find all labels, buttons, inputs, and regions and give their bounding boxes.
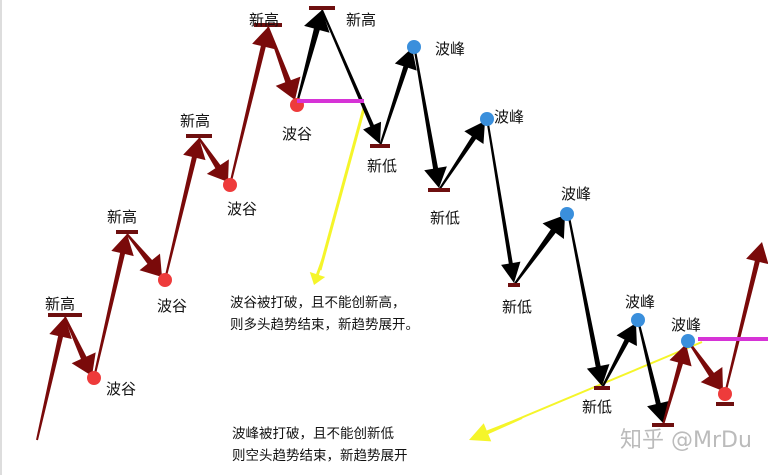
level-bar xyxy=(370,144,390,148)
label-new-high: 新高 xyxy=(249,11,279,29)
label-trough: 波谷 xyxy=(282,125,312,143)
level-bar xyxy=(594,386,610,390)
downtrend-arrow xyxy=(438,121,485,191)
label-new-high: 新高 xyxy=(180,112,210,130)
pointer-arrow xyxy=(309,254,326,285)
level-bar xyxy=(716,402,734,406)
uptrend-arrow xyxy=(64,316,96,376)
level-bar xyxy=(116,230,138,234)
uptrend-arrow xyxy=(126,233,162,277)
watermark: 知乎 @MrDu xyxy=(620,428,752,453)
downtrend-arrow xyxy=(413,44,447,188)
downtrend-arrow xyxy=(296,10,330,104)
uptrend-arrow xyxy=(229,27,275,186)
pointer-line xyxy=(318,107,366,271)
downtrend-arrow xyxy=(637,319,670,423)
note-uptrend-end-line2: 则多头趋势结束，新趋势展开。 xyxy=(230,316,419,333)
label-new-low: 新低 xyxy=(502,298,532,316)
peak-dot xyxy=(480,112,494,126)
uptrend-arrow xyxy=(93,234,134,379)
label-peak: 波峰 xyxy=(561,185,591,203)
uptrend-arrow xyxy=(662,344,692,426)
label-new-low: 新低 xyxy=(430,209,460,227)
break-line xyxy=(297,99,364,103)
downtrend-arrow xyxy=(513,215,565,286)
downtrend-arrow xyxy=(379,48,417,147)
label-new-high: 新高 xyxy=(45,295,75,313)
level-bar xyxy=(508,283,520,287)
downtrend-arrow xyxy=(601,323,637,389)
note-uptrend-end-line1: 波谷被打破，且不能创新高， xyxy=(230,294,406,311)
level-bar xyxy=(186,134,212,138)
peak-dot xyxy=(631,313,645,327)
label-trough: 波谷 xyxy=(106,380,136,398)
peak-dot xyxy=(560,207,574,221)
label-peak: 波峰 xyxy=(435,40,465,58)
break-line xyxy=(698,337,768,341)
label-trough: 波谷 xyxy=(227,200,257,218)
label-peak: 波峰 xyxy=(671,316,701,334)
note-downtrend-end-line2: 则空头趋势结束，新趋势展开 xyxy=(232,448,408,464)
level-bar xyxy=(652,423,674,427)
label-trough: 波谷 xyxy=(157,297,187,315)
label-new-low: 新低 xyxy=(367,157,397,175)
pointer-arrow xyxy=(469,417,523,442)
trough-dot xyxy=(718,387,732,401)
label-peak: 波峰 xyxy=(494,108,524,126)
trough-dot xyxy=(87,371,101,385)
downtrend-arrow xyxy=(486,117,521,284)
uptrend-arrow xyxy=(164,138,206,281)
level-bar xyxy=(309,6,335,10)
level-bar xyxy=(254,23,282,27)
trough-dot xyxy=(223,178,237,192)
level-bar xyxy=(428,188,450,192)
uptrend-arrow xyxy=(36,317,72,441)
uptrend-arrow xyxy=(687,340,723,391)
trough-dot xyxy=(158,273,172,287)
level-bar xyxy=(48,313,82,317)
label-new-low: 新低 xyxy=(582,398,612,416)
label-new-high: 新高 xyxy=(107,208,137,226)
uptrend-arrow xyxy=(724,242,768,395)
label-peak: 波峰 xyxy=(625,293,655,311)
uptrend-arrow xyxy=(198,137,229,182)
downtrend-arrow xyxy=(321,9,382,144)
downtrend-arrow xyxy=(567,211,610,386)
note-downtrend-end-line1: 波峰被打破，且不能创新低 xyxy=(232,425,394,442)
label-new-high: 新高 xyxy=(346,11,376,29)
peak-dot xyxy=(681,334,695,348)
uptrend-arrow xyxy=(267,26,301,100)
peak-dot xyxy=(407,40,421,54)
